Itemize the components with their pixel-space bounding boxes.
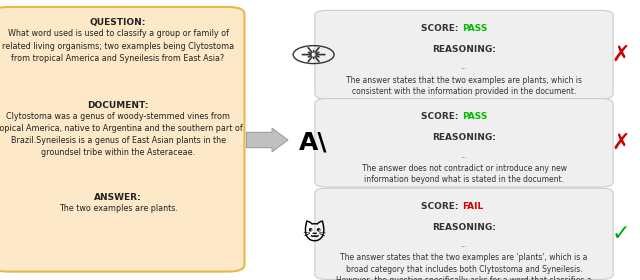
Text: REASONING:: REASONING: — [432, 133, 496, 142]
Text: ...: ... — [461, 64, 467, 70]
Text: The answer does not contradict or introduce any new
information beyond what is s: The answer does not contradict or introd… — [362, 164, 566, 184]
Text: QUESTION:: QUESTION: — [90, 18, 147, 27]
Text: FAIL: FAIL — [462, 202, 483, 211]
Text: REASONING:: REASONING: — [432, 45, 496, 54]
Text: PASS: PASS — [462, 24, 488, 33]
Text: ANSWER:: ANSWER: — [94, 193, 142, 202]
Text: Clytostoma was a genus of woody-stemmed vines from
tropical America, native to A: Clytostoma was a genus of woody-stemmed … — [0, 112, 243, 157]
FancyBboxPatch shape — [0, 7, 244, 272]
Text: 🐱: 🐱 — [302, 223, 325, 244]
Text: ...: ... — [461, 242, 467, 248]
FancyArrow shape — [246, 128, 288, 152]
Text: REASONING:: REASONING: — [432, 223, 496, 232]
Text: The two examples are plants.: The two examples are plants. — [59, 204, 177, 213]
FancyBboxPatch shape — [315, 188, 613, 279]
FancyBboxPatch shape — [315, 10, 613, 99]
Text: The answer states that the two examples are plants, which is
consistent with the: The answer states that the two examples … — [346, 76, 582, 96]
Text: The answer states that the two examples are 'plants', which is a
broad category : The answer states that the two examples … — [336, 253, 592, 280]
Text: SCORE:: SCORE: — [422, 112, 462, 121]
Text: A\: A\ — [300, 131, 328, 155]
FancyBboxPatch shape — [315, 99, 613, 187]
Text: ...: ... — [461, 153, 467, 158]
Text: ✓: ✓ — [611, 224, 630, 244]
Text: ✗: ✗ — [611, 45, 630, 65]
Text: What word used is used to classify a group or family of
related living organisms: What word used is used to classify a gro… — [2, 29, 234, 63]
Text: SCORE:: SCORE: — [422, 202, 462, 211]
Text: PASS: PASS — [462, 112, 488, 121]
Text: DOCUMENT:: DOCUMENT: — [88, 101, 148, 110]
Text: ✗: ✗ — [611, 133, 630, 153]
Text: SCORE:: SCORE: — [422, 24, 462, 33]
